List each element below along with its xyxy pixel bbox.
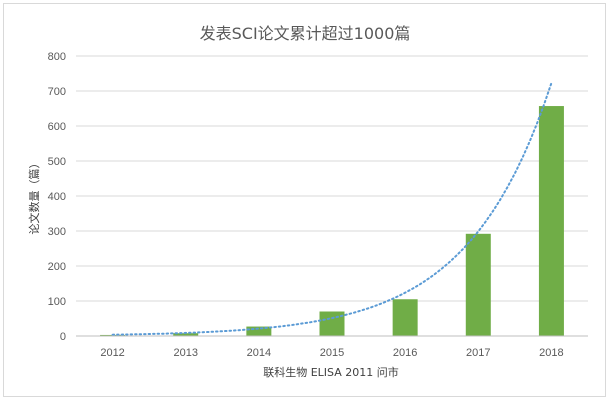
bar [392,299,418,336]
bar [173,333,199,336]
y-tick-label: 500 [48,156,66,168]
y-tick-label: 700 [48,86,66,98]
bar [246,326,272,336]
y-tick-label: 0 [60,331,66,343]
y-axis-ticks: 0 100 200 300 400 500 600 700 800 [48,51,66,343]
x-tick-label: 2015 [320,347,344,359]
y-tick-label: 200 [48,261,66,273]
x-axis-ticks: 2012 2013 2014 2015 2016 2017 2018 [100,347,563,359]
y-axis-title: 论文数量（篇） [27,158,41,235]
x-tick-label: 2017 [466,347,490,359]
x-axis-title: 联科生物 ELISA 2011 问市 [263,365,399,379]
bars [100,106,564,336]
bar [538,106,564,336]
y-tick-label: 400 [48,191,66,203]
y-tick-label: 300 [48,226,66,238]
y-tick-label: 100 [48,296,66,308]
chart-frame [3,3,606,397]
x-tick-label: 2013 [173,347,197,359]
bar [465,233,491,336]
y-tick-label: 600 [48,121,66,133]
chart-title: 发表SCI论文累计超过1000篇 [200,24,411,43]
grid [76,55,588,302]
x-tick-label: 2012 [100,347,124,359]
x-tick-label: 2016 [393,347,417,359]
x-tick-label: 2014 [247,347,271,359]
y-tick-label: 800 [48,51,66,63]
x-tick-label: 2018 [539,347,563,359]
trendline [111,82,553,336]
